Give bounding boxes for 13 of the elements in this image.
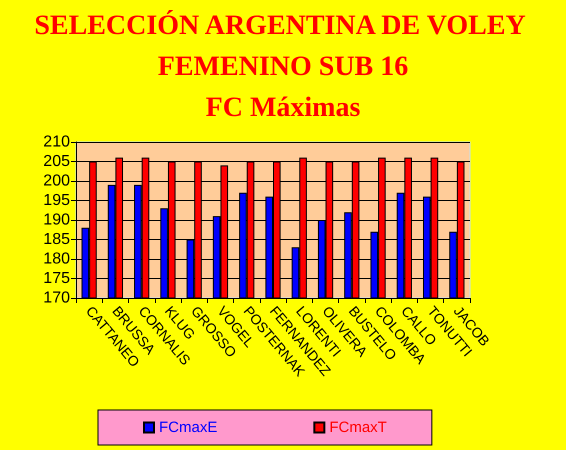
chart-title: SELECCIÓN ARGENTINA DE VOLEY FEMENINO SUB 16	[34, 9, 532, 82]
y-tick-label: 200	[43, 172, 70, 190]
y-tick-label: 195	[43, 192, 70, 209]
y-tick-label: 190	[43, 212, 70, 228]
chart-subtitle: FC Máximas	[206, 92, 360, 123]
y-tick-label: 205	[43, 153, 70, 170]
y-tick-label: 180	[43, 250, 70, 268]
legend-label: FCmaxT	[329, 419, 387, 436]
y-tick-label: 170	[43, 290, 70, 306]
y-tick-label: 210	[43, 134, 70, 150]
legend-label: FCmaxE	[159, 419, 218, 436]
y-tick-label: 175	[43, 270, 70, 287]
y-tick-label: 185	[43, 231, 70, 248]
